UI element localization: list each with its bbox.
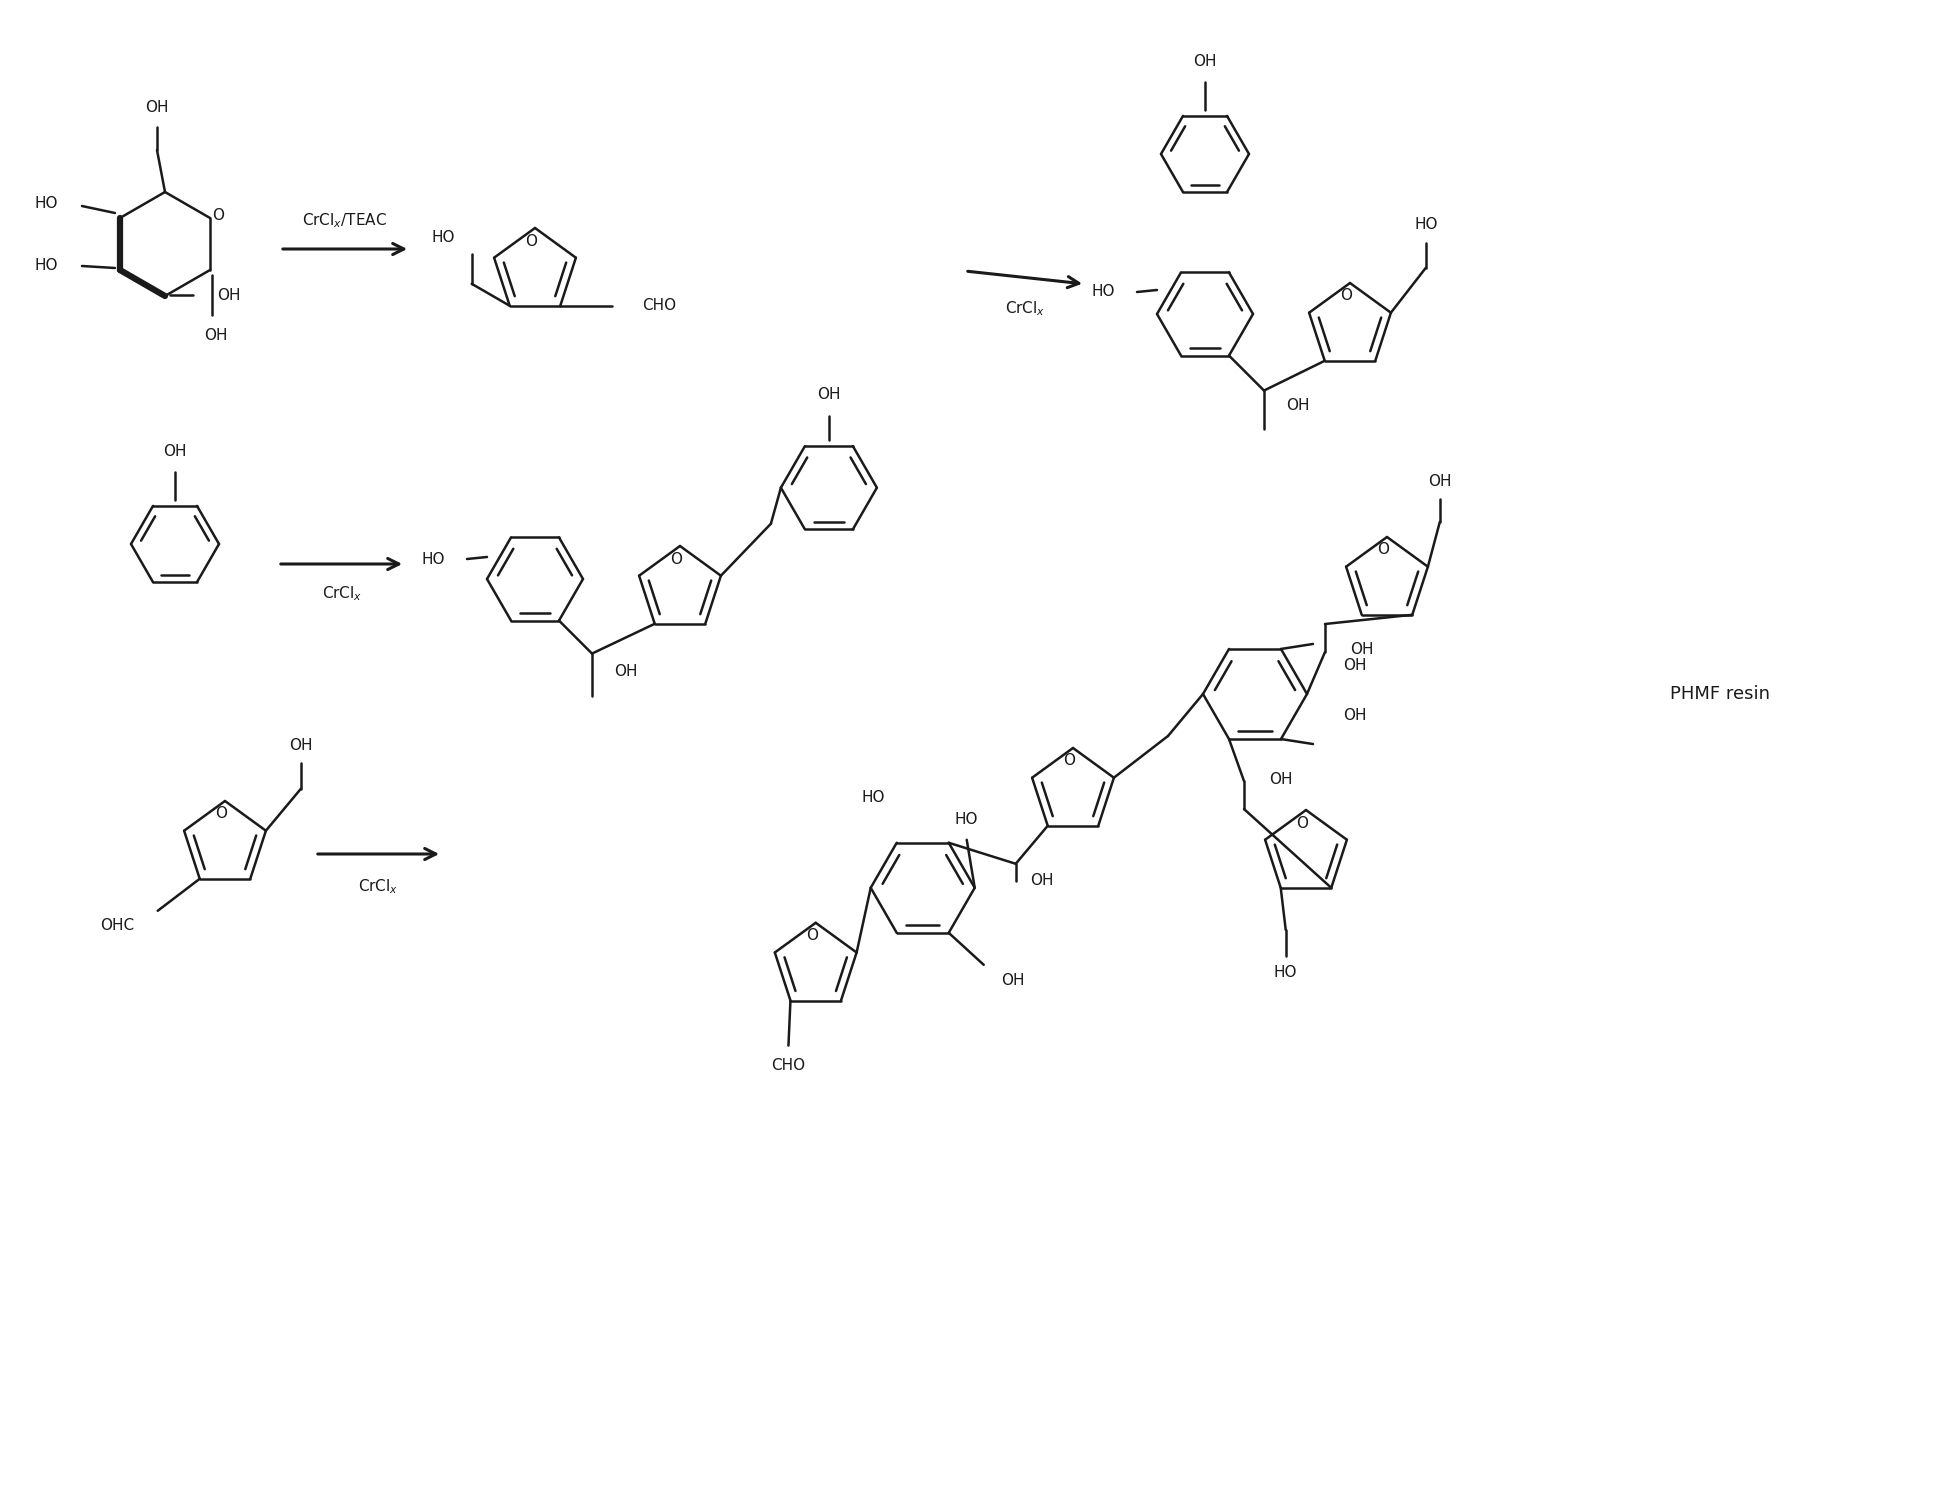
Text: OH: OH: [1350, 643, 1374, 658]
Text: OH: OH: [218, 288, 241, 303]
Text: OH: OH: [1029, 874, 1053, 889]
Text: HO: HO: [1274, 965, 1298, 980]
Text: CrCl$_x$/TEAC: CrCl$_x$/TEAC: [302, 211, 388, 231]
Text: OH: OH: [163, 445, 186, 460]
Text: HO: HO: [1415, 217, 1437, 232]
Text: OH: OH: [1268, 772, 1292, 787]
Text: OH: OH: [145, 99, 169, 114]
Text: OH: OH: [290, 738, 314, 752]
Text: PHMF resin: PHMF resin: [1670, 685, 1770, 703]
Text: HO: HO: [35, 195, 59, 210]
Text: CrCl$_x$: CrCl$_x$: [359, 877, 398, 896]
Text: O: O: [806, 928, 817, 943]
Text: OH: OH: [1429, 474, 1452, 489]
Text: HO: HO: [421, 552, 445, 567]
Text: O: O: [1296, 815, 1307, 830]
Text: HO: HO: [1092, 285, 1115, 300]
Text: CrCl$_x$: CrCl$_x$: [321, 585, 363, 604]
Text: O: O: [525, 234, 537, 249]
Text: HO: HO: [955, 812, 978, 827]
Text: OH: OH: [1343, 709, 1366, 724]
Text: O: O: [1378, 543, 1390, 558]
Text: OH: OH: [1343, 658, 1366, 673]
Text: OH: OH: [817, 387, 841, 402]
Text: O: O: [212, 207, 223, 222]
Text: HO: HO: [35, 258, 59, 273]
Text: O: O: [670, 552, 682, 567]
Text: HO: HO: [431, 231, 455, 246]
Text: CHO: CHO: [643, 298, 676, 313]
Text: CrCl$_x$: CrCl$_x$: [1005, 300, 1045, 318]
Text: OH: OH: [1194, 54, 1217, 69]
Text: OH: OH: [1002, 973, 1025, 988]
Text: O: O: [1341, 288, 1352, 303]
Text: OHC: OHC: [100, 919, 135, 934]
Text: CHO: CHO: [772, 1058, 806, 1073]
Text: O: O: [216, 806, 227, 821]
Text: OH: OH: [613, 664, 637, 679]
Text: OH: OH: [204, 327, 227, 342]
Text: HO: HO: [860, 790, 884, 805]
Text: O: O: [1062, 754, 1074, 769]
Text: OH: OH: [1286, 399, 1309, 414]
